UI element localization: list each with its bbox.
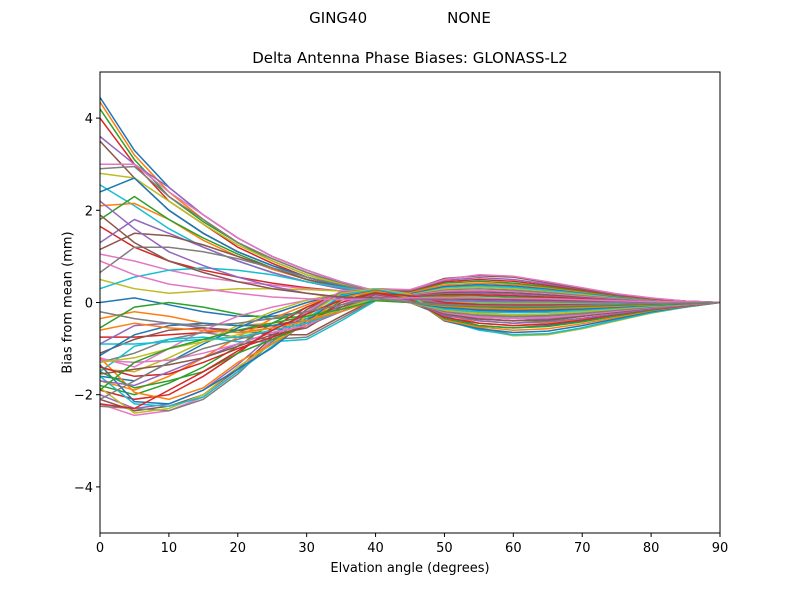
y-tick: 4 [85,112,100,127]
svg-text:40: 40 [367,541,384,556]
svg-text:20: 20 [230,541,247,556]
x-tick: 70 [574,533,591,556]
svg-text:0: 0 [96,541,104,556]
svg-text:80: 80 [643,541,660,556]
svg-text:60: 60 [505,541,522,556]
x-tick: 10 [161,533,178,556]
x-axis-label: Elvation angle (degrees) [330,561,490,576]
svg-text:−2: −2 [74,389,93,404]
svg-text:10: 10 [161,541,178,556]
svg-text:2: 2 [85,204,93,219]
x-tick: 50 [436,533,453,556]
series-line [100,292,720,378]
svg-text:30: 30 [298,541,315,556]
suptitle-right: NONE [447,9,491,27]
x-tick: 40 [367,533,384,556]
x-tick: 0 [96,533,104,556]
y-tick: 2 [85,204,100,219]
series-line [100,289,720,405]
x-tick: 20 [230,533,247,556]
y-axis-ticks: −4 −2 0 2 4 [74,112,100,496]
svg-text:0: 0 [85,297,93,312]
svg-text:70: 70 [574,541,591,556]
suptitle: GING40 NONE [0,9,800,27]
x-tick: 90 [712,533,729,556]
series-line [100,297,720,327]
data-lines [100,96,720,417]
suptitle-left: GING40 [309,9,368,27]
y-tick: −4 [74,481,100,496]
x-tick: 80 [643,533,660,556]
y-tick: −2 [74,389,100,404]
series-line [100,287,720,414]
y-tick: 0 [85,297,100,312]
svg-text:90: 90 [712,541,729,556]
svg-text:−4: −4 [74,481,93,496]
x-axis-ticks: 0 10 20 30 40 50 60 70 80 90 [96,533,728,556]
x-tick: 30 [298,533,315,556]
chart-title: Delta Antenna Phase Biases: GLONASS-L2 [252,49,568,67]
series-line [100,260,720,304]
x-tick: 60 [505,533,522,556]
svg-text:4: 4 [85,112,93,127]
svg-text:50: 50 [436,541,453,556]
